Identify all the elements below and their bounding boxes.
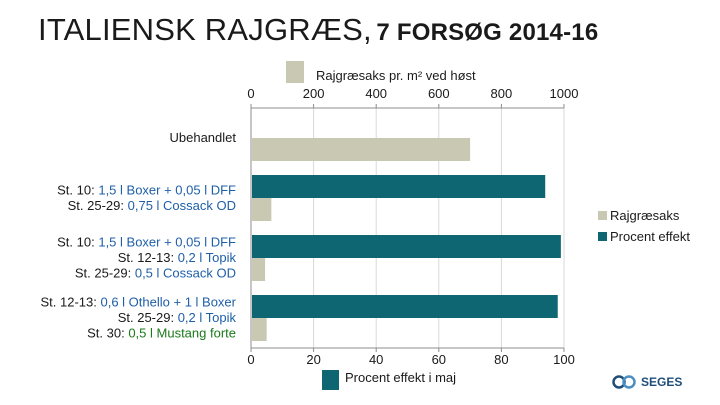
top-tick-label: 800 bbox=[491, 86, 513, 101]
logo-text: SEGES bbox=[641, 375, 683, 389]
top-tick-label: 400 bbox=[365, 86, 387, 101]
category-label: St. 25-29: 0,5 l Cossack OD bbox=[75, 266, 236, 281]
category-label: St. 12-13: 0,2 l Topik bbox=[118, 250, 237, 265]
seges-logo: SEGES bbox=[612, 374, 682, 390]
top-tick-label: 0 bbox=[247, 86, 254, 101]
bar-rajgraesaks bbox=[252, 318, 267, 341]
title-sub: 7 FORSØG 2014-16 bbox=[376, 19, 599, 46]
category-label-part: 0,2 l Topik bbox=[178, 250, 237, 265]
top-tick-label: 200 bbox=[303, 86, 325, 101]
category-label: Ubehandlet bbox=[170, 130, 237, 145]
bar-procent-effekt bbox=[252, 295, 558, 318]
bar-procent-effekt bbox=[252, 175, 546, 198]
category-label: St. 12-13: 0,6 l Othello + 1 l Boxer bbox=[41, 295, 237, 310]
category-label: St. 10: 1,5 l Boxer + 0,05 l DFF bbox=[57, 235, 236, 250]
legend-item-procent-effekt: Procent effekt bbox=[598, 226, 690, 247]
bottom-tick-label: 100 bbox=[553, 352, 575, 367]
bottom-tick-label: 0 bbox=[247, 352, 254, 367]
category-label-part: 0,2 l Topik bbox=[178, 310, 237, 325]
bottom-axis-title: Procent effekt i maj bbox=[345, 370, 456, 385]
category-label-part: 0,6 l Othello + 1 l Boxer bbox=[101, 295, 237, 310]
category-label-part: St. 25-29: bbox=[68, 198, 128, 213]
category-label-part: St. 25-29: bbox=[75, 266, 135, 281]
top-axis-swatch bbox=[286, 61, 304, 83]
chart-title: ITALIENSK RAJGRÆS, 7 FORSØG 2014-16 bbox=[38, 12, 598, 48]
bar-rajgraesaks bbox=[252, 198, 272, 221]
top-tick-label: 1000 bbox=[550, 86, 579, 101]
category-label-part: St. 12-13: bbox=[41, 295, 101, 310]
bottom-tick-label: 80 bbox=[494, 352, 508, 367]
bar-rajgraesaks bbox=[252, 258, 266, 281]
category-label-part: St. 10: bbox=[57, 182, 98, 197]
legend: Rajgræsaks Procent effekt bbox=[598, 205, 690, 247]
bottom-axis-swatch bbox=[322, 370, 339, 390]
legend-swatch-procent-effekt bbox=[598, 232, 607, 241]
category-label: St. 10: 1,5 l Boxer + 0,05 l DFF bbox=[57, 182, 236, 197]
legend-item-rajgraesaks: Rajgræsaks bbox=[598, 205, 690, 226]
seges-logo-icon bbox=[612, 375, 636, 389]
bar-procent-effekt bbox=[252, 235, 561, 258]
bottom-tick-label: 20 bbox=[306, 352, 320, 367]
category-label-part: 0,75 l Cossack OD bbox=[128, 198, 236, 213]
bottom-tick-label: 40 bbox=[369, 352, 383, 367]
category-label-part: Ubehandlet bbox=[170, 130, 237, 145]
category-label: St. 25-29: 0,75 l Cossack OD bbox=[68, 198, 236, 213]
category-label-part: St. 10: bbox=[57, 235, 98, 250]
category-label: St. 25-29: 0,2 l Topik bbox=[118, 310, 237, 325]
bar-rajgraesaks bbox=[252, 138, 471, 161]
title-main: ITALIENSK RAJGRÆS, bbox=[38, 12, 372, 47]
category-label-part: 0,5 l Mustang forte bbox=[128, 326, 236, 341]
category-label-part: 0,5 l Cossack OD bbox=[135, 266, 236, 281]
legend-label-procent-effekt: Procent effekt bbox=[610, 229, 690, 244]
category-label-part: St. 30: bbox=[87, 326, 128, 341]
legend-label-rajgraesaks: Rajgræsaks bbox=[610, 208, 680, 223]
category-label-part: St. 12-13: bbox=[118, 250, 178, 265]
top-axis-title: Rajgræsaks pr. m² ved høst bbox=[316, 68, 476, 83]
category-label: St. 30: 0,5 l Mustang forte bbox=[87, 326, 236, 341]
legend-swatch-rajgraesaks bbox=[598, 211, 607, 220]
category-label-part: 1,5 l Boxer + 0,05 l DFF bbox=[98, 235, 236, 250]
category-label-part: St. 25-29: bbox=[118, 310, 178, 325]
bottom-tick-label: 60 bbox=[432, 352, 446, 367]
category-label-part: 1,5 l Boxer + 0,05 l DFF bbox=[98, 182, 236, 197]
top-tick-label: 600 bbox=[428, 86, 450, 101]
